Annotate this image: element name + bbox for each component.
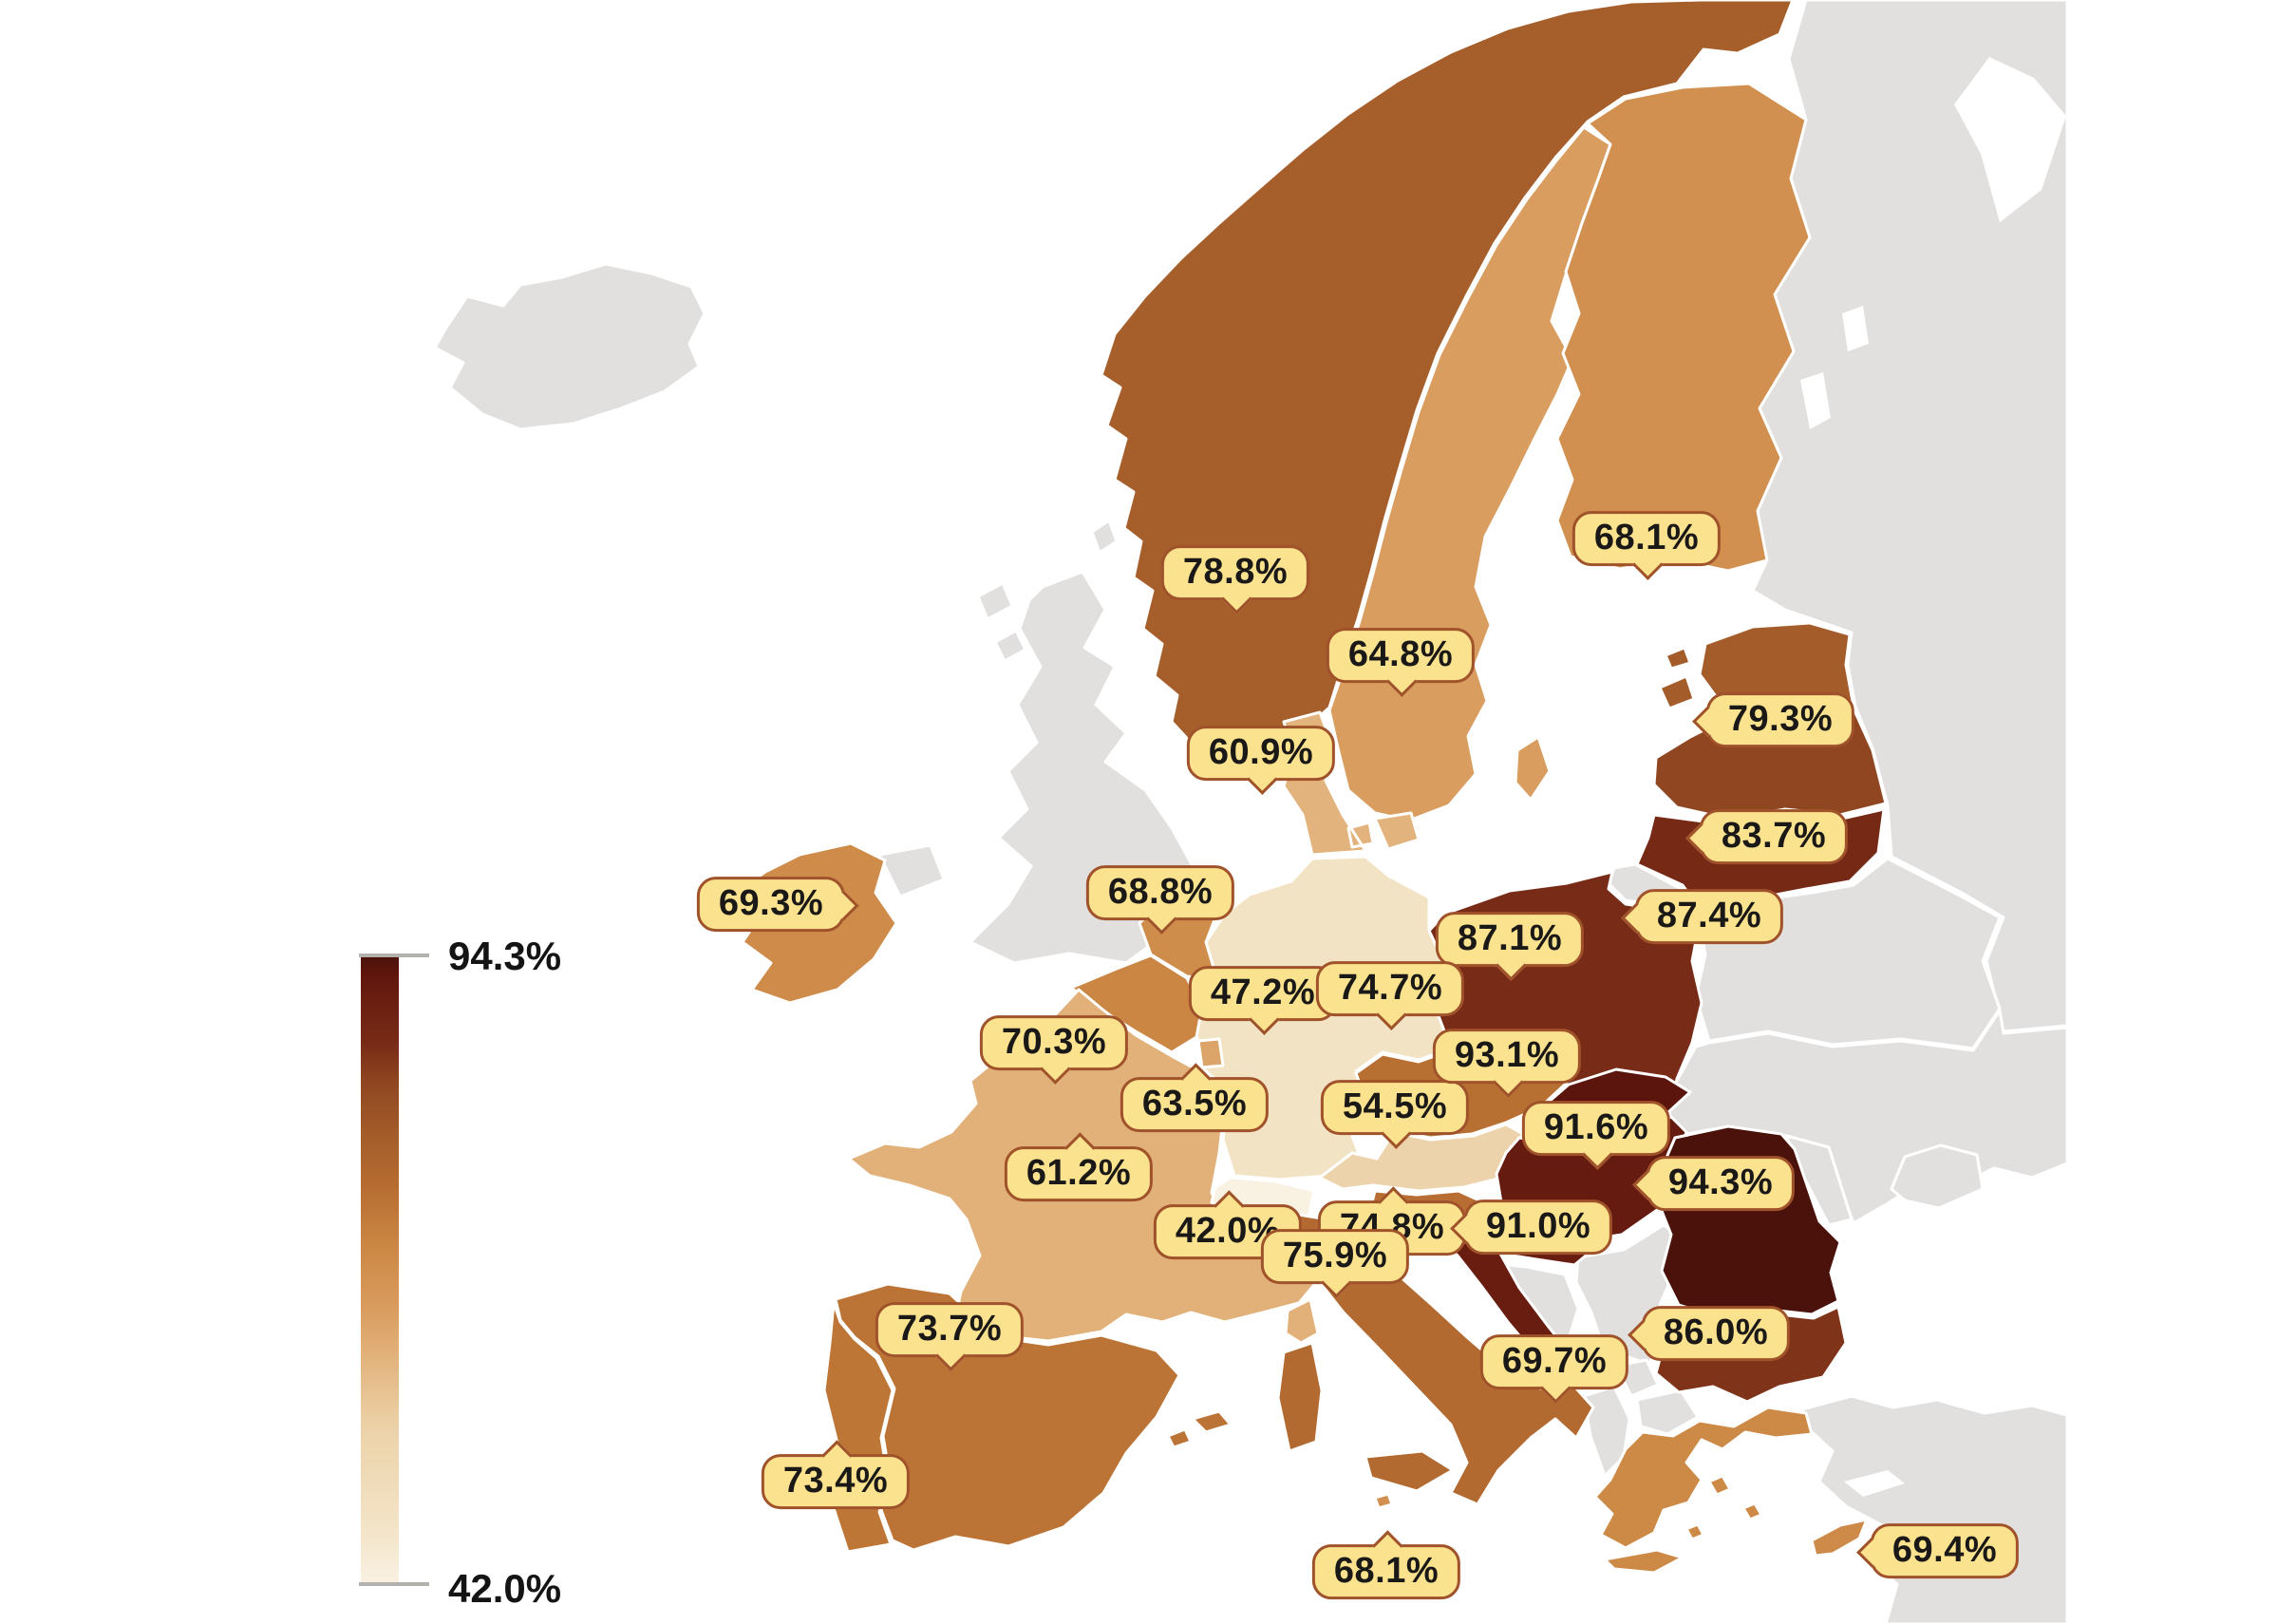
country-crimea: [1890, 1143, 1985, 1210]
country-united-kingdom: [877, 519, 1195, 965]
value-label-finland: 68.1%: [1571, 511, 1722, 566]
value-label-austria: 54.5%: [1320, 1080, 1470, 1135]
country-malta: [1373, 1492, 1394, 1510]
value-label-france: 61.2%: [1004, 1146, 1154, 1201]
value-label-hungary: 91.6%: [1521, 1101, 1671, 1156]
value-label-latvia: 83.7%: [1699, 809, 1849, 864]
white-sea: [1954, 57, 2066, 222]
value-label-netherlands: 68.8%: [1085, 865, 1235, 920]
value-label-slovakia: 93.1%: [1432, 1029, 1582, 1084]
country-greece: [1593, 1406, 1814, 1575]
value-label-poland: 87.1%: [1435, 912, 1585, 967]
country-north-macedonia: [1635, 1388, 1700, 1436]
value-label-belgium: 70.3%: [979, 1015, 1129, 1070]
legend-max-label: 94.3%: [448, 934, 562, 978]
value-label-portugal: 73.4%: [761, 1454, 911, 1509]
country-cyprus: [1810, 1518, 1869, 1558]
value-label-ireland: 69.3%: [696, 877, 846, 932]
value-label-romania: 94.3%: [1646, 1156, 1796, 1211]
value-label-cyprus: 69.4%: [1870, 1523, 2020, 1578]
legend-tick-max: [359, 954, 429, 957]
sea-of-marmara: [1844, 1470, 1905, 1497]
value-label-czechia: 74.7%: [1315, 961, 1465, 1016]
legend-tick-min: [359, 1582, 429, 1586]
value-label-croatia: 91.0%: [1463, 1199, 1613, 1255]
value-label-italy: 75.9%: [1260, 1229, 1410, 1284]
value-label-luxembourg: 63.5%: [1120, 1077, 1270, 1132]
value-label-malta: 68.1%: [1311, 1544, 1461, 1599]
value-label-sweden: 64.8%: [1326, 628, 1476, 683]
value-label-bulgaria: 86.0%: [1641, 1306, 1791, 1361]
value-label-estonia: 79.3%: [1705, 692, 1855, 747]
value-label-norway: 78.8%: [1160, 545, 1310, 600]
country-turkey: [1800, 1394, 2069, 1624]
lake-onega: [1842, 306, 1869, 351]
legend-min-label: 42.0%: [448, 1566, 562, 1611]
value-label-lithuania: 87.4%: [1634, 889, 1784, 944]
value-label-germany: 47.2%: [1188, 966, 1338, 1021]
value-label-spain: 73.7%: [875, 1302, 1025, 1357]
country-luxembourg: [1196, 1037, 1225, 1069]
country-iceland: [433, 262, 706, 431]
legend-gradient-bar: [361, 956, 399, 1584]
lake-ladoga: [1800, 372, 1831, 429]
value-label-greece: 69.7%: [1479, 1334, 1629, 1389]
value-label-denmark: 60.9%: [1186, 726, 1336, 781]
